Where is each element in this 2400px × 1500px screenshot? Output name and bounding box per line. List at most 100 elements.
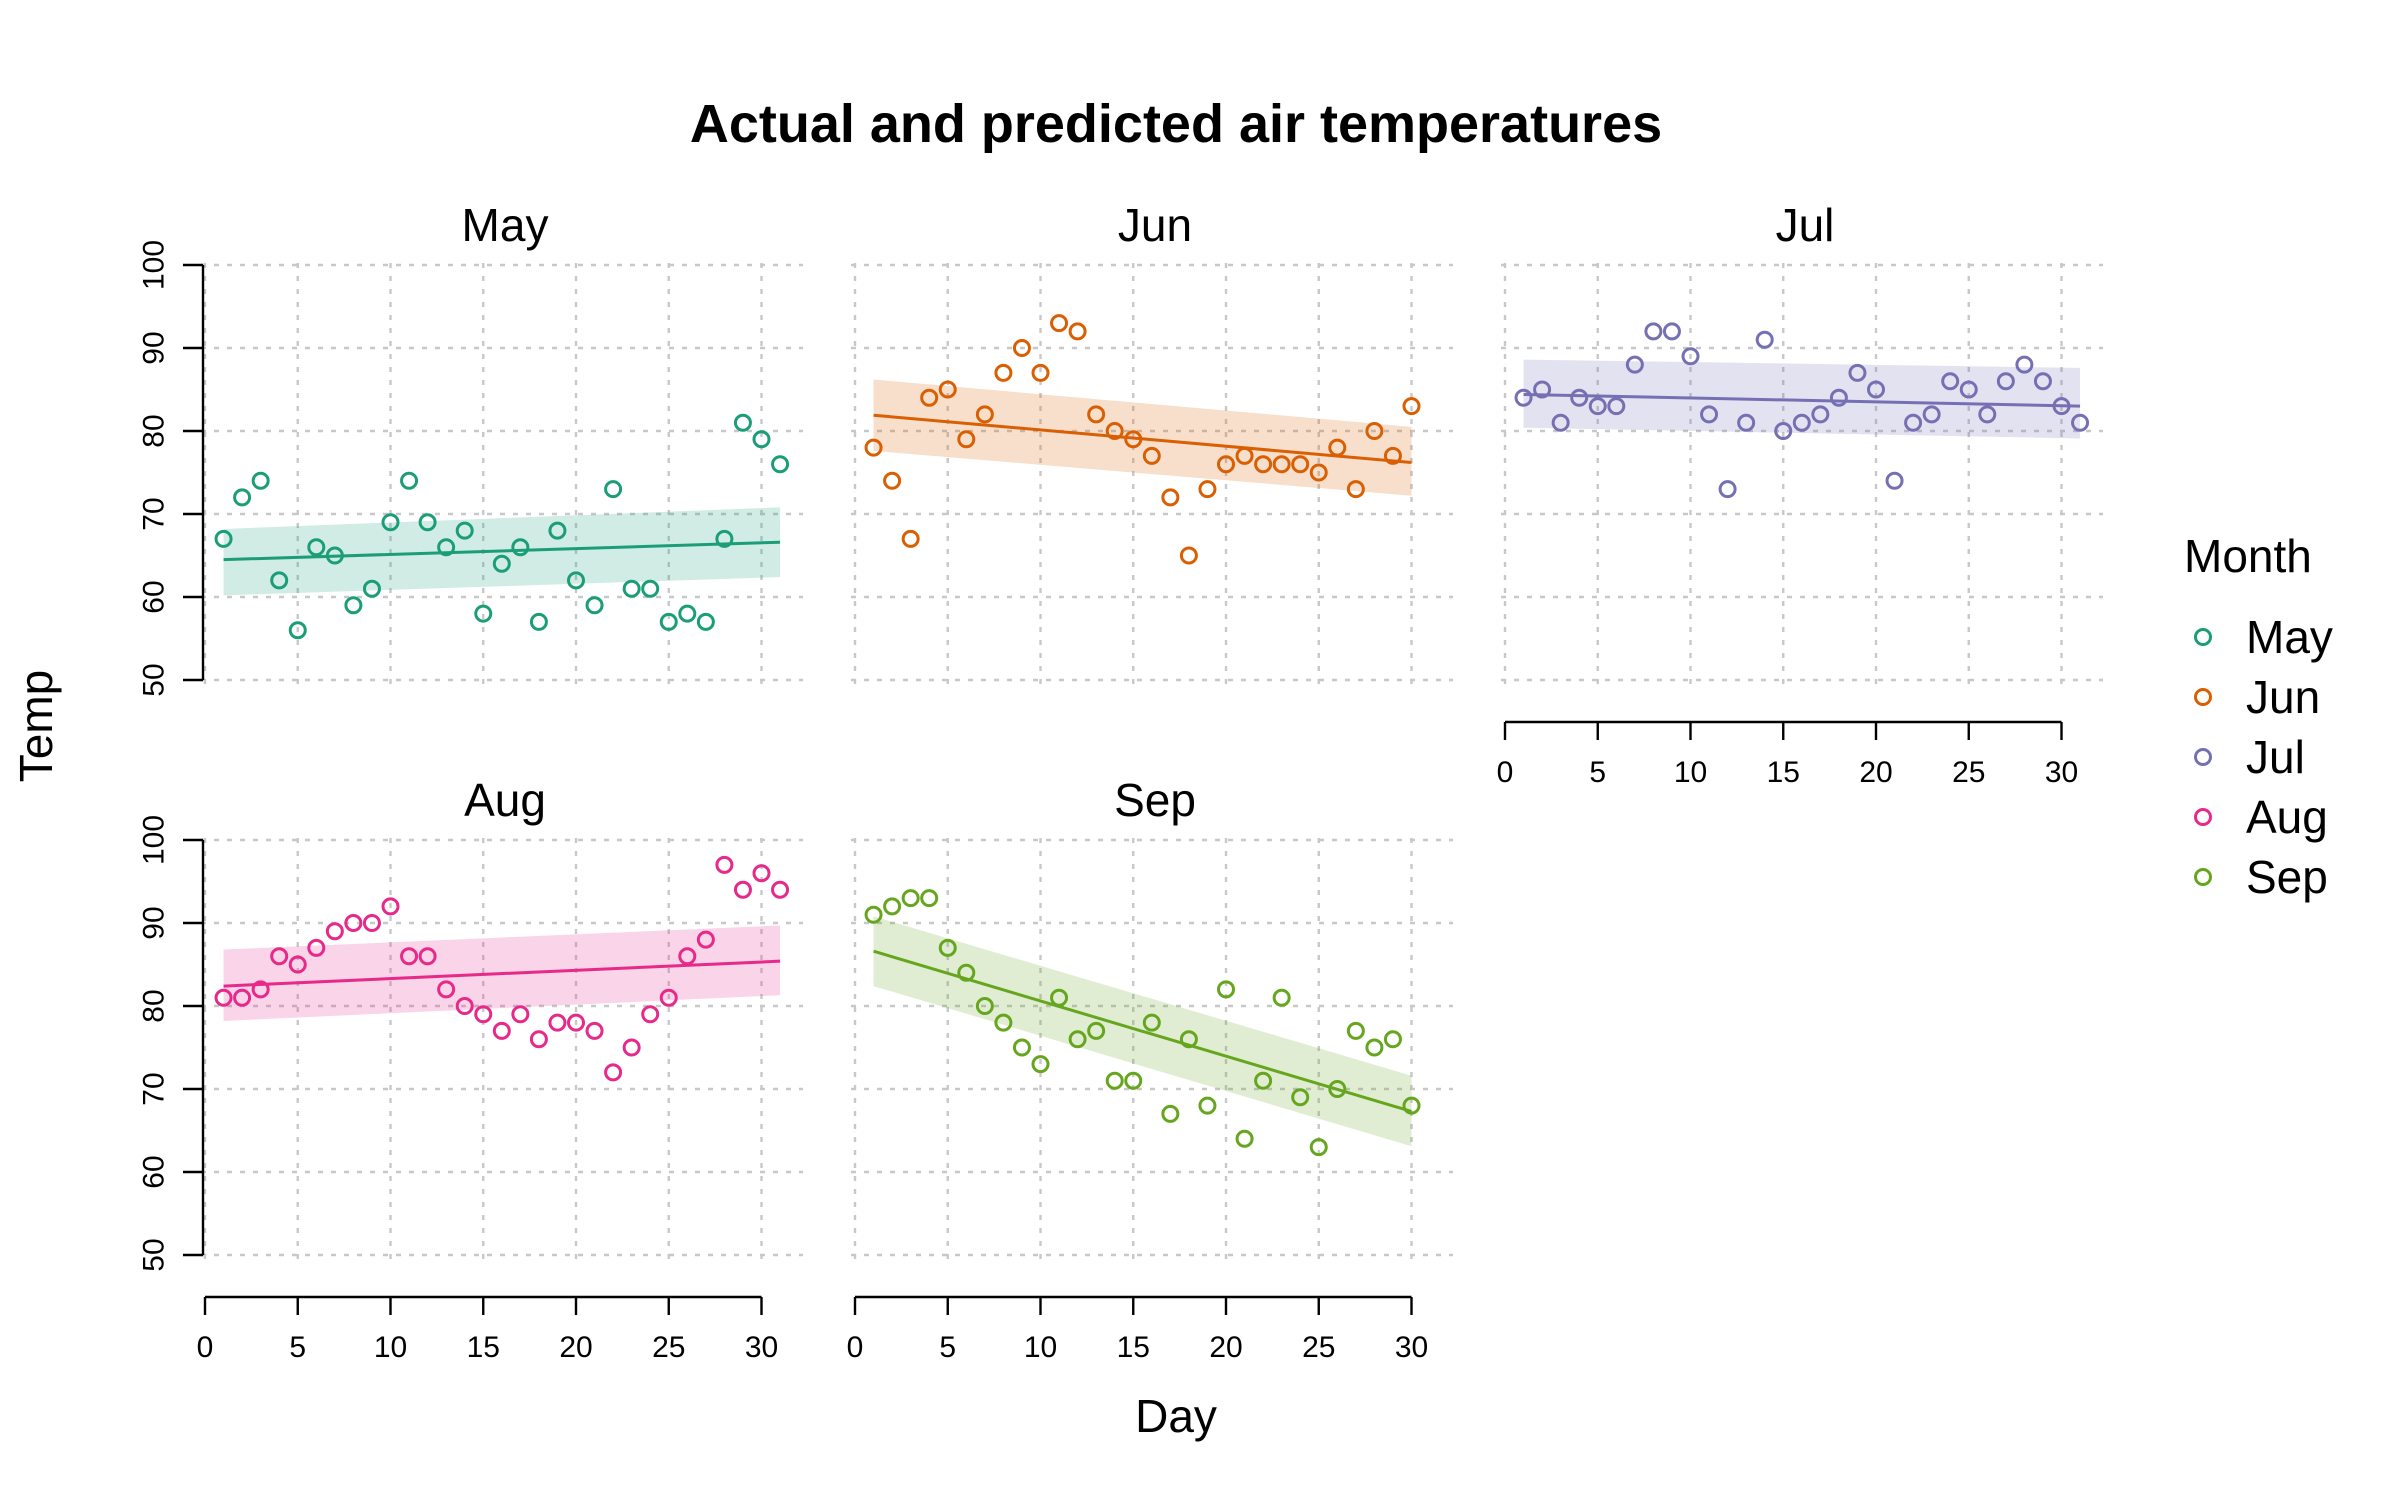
x-tick-label: 0 [197,1331,214,1364]
x-tick-label: 10 [374,1331,407,1364]
data-point [938,380,957,399]
data-point [733,413,752,432]
x-tick-label: 20 [1859,756,1892,789]
x-tick-label: 20 [559,1331,592,1364]
data-point [1922,405,1941,424]
legend-item-jul: Jul [2194,731,2305,783]
legend-item-jun: Jun [2194,671,2320,723]
panel-title-aug: Aug [464,774,546,826]
x-tick-label: 30 [745,1331,778,1364]
data-point [696,612,715,631]
legend-label-sep: Sep [2246,851,2328,903]
grid-jul [1501,263,2103,692]
y-tick-label: 50 [138,663,171,696]
data-point [883,897,902,916]
points-jun [864,314,1421,565]
legend: Month May Jun Jul Aug Sep [2184,530,2333,903]
data-point [1551,413,1570,432]
data-point [1867,380,1885,399]
data-point [1050,314,1069,333]
data-point [474,604,493,623]
x-tick-label: 30 [2045,756,2078,789]
data-point [1607,397,1626,416]
data-point [1087,1021,1106,1040]
data-point [1588,397,1607,416]
data-point [1718,480,1737,499]
data-point [1978,405,1997,424]
panel-may: May 50 60 70 80 90 100 [138,199,803,697]
data-point [604,1063,623,1082]
legend-marker-jun [2194,688,2212,706]
data-point [2015,355,2034,374]
data-point [400,471,419,490]
panel-sep: Sep 0 5 10 15 20 25 30 [847,774,1453,1364]
data-point [715,855,734,874]
data-point [752,430,771,449]
x-tick-label: 15 [1117,1331,1150,1364]
y-tick-label: 100 [138,815,171,865]
data-point [307,538,326,557]
data-point [511,538,530,557]
data-point [437,980,456,999]
data-point [1570,388,1589,407]
data-point [325,922,344,941]
data-point [771,455,790,474]
legend-marker-may [2194,628,2212,646]
data-point [251,471,270,490]
data-point [1755,330,1774,349]
data-point [864,438,883,457]
data-point [1959,380,1978,399]
data-point [920,388,939,407]
data-point [529,612,548,631]
data-point [1365,1038,1384,1057]
y-tick-label: 60 [138,580,171,613]
data-point [1050,988,1069,1007]
points-jul [1514,322,2090,499]
data-point [1811,405,1830,424]
data-point [1774,422,1793,440]
data-point [1198,480,1217,499]
data-point [1402,397,1421,416]
data-point [1625,355,1644,374]
data-point [604,480,623,499]
data-point [1068,1030,1087,1049]
data-point [233,988,252,1007]
legend-marker-jul [2194,748,2212,766]
x-tick-label: 25 [652,1331,685,1364]
data-point [1124,430,1143,449]
data-point [1031,363,1050,382]
data-point [1087,405,1106,424]
data-point [492,1021,511,1040]
grid-aug [201,838,803,1267]
data-point [641,579,660,598]
panel-title-may: May [462,199,549,251]
data-point [901,889,920,908]
data-point [864,905,883,924]
data-point [1662,322,1681,341]
legend-label-jun: Jun [2246,671,2320,723]
data-point [529,1030,548,1049]
points-sep [864,889,1421,1157]
data-point [344,596,363,615]
data-point [362,579,381,598]
data-point [1309,463,1328,482]
x-tick-label: 20 [1209,1331,1242,1364]
data-point [1346,1021,1365,1040]
legend-item-may: May [2194,611,2333,663]
data-point [733,880,752,899]
data-point [975,997,994,1015]
data-point [1996,372,2015,391]
data-point [1198,1096,1217,1115]
y-tick-label: 80 [138,414,171,447]
x-tick-label: 0 [847,1331,864,1364]
data-point [1217,980,1235,999]
data-point [1309,1138,1328,1157]
x-tick-label: 25 [1302,1331,1335,1364]
data-point [1179,1030,1198,1049]
x-tick-label: 5 [939,1331,956,1364]
fit-line-sep [873,949,1412,1113]
data-point [2052,397,2071,416]
data-point [920,889,939,908]
legend-marker-aug [2194,808,2212,826]
